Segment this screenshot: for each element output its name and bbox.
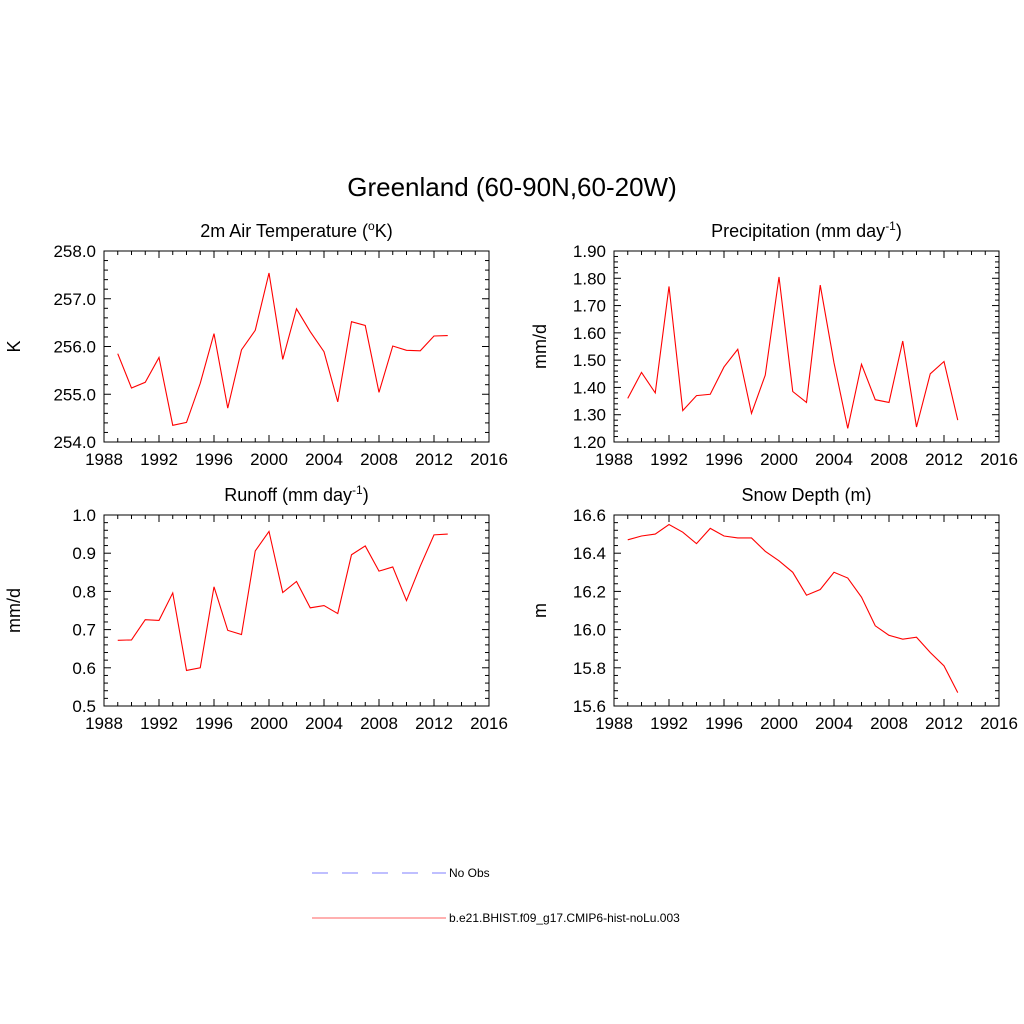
y-tick-label: 16.2 <box>573 582 606 601</box>
series-line <box>117 530 448 672</box>
x-tick-label: 2012 <box>925 450 963 469</box>
chart-panel-4: Snow Depth (m) m 1988 1992 1996 2000 2004 2008 2… <box>530 485 1018 733</box>
legend-entry-1: No Obs <box>312 866 490 880</box>
x-tick-label: 2004 <box>305 450 343 469</box>
series-line <box>117 272 448 426</box>
y-tick-label: 1.20 <box>573 433 606 452</box>
x-tick-label: 2004 <box>815 450 853 469</box>
legend-label: No Obs <box>449 866 490 880</box>
x-tick-label: 2000 <box>760 450 798 469</box>
legend-label: b.e21.BHIST.f09_g17.CMIP6-hist-noLu.003 <box>449 911 680 925</box>
axis-frame <box>613 514 1000 707</box>
x-tick-label: 1992 <box>650 714 688 733</box>
figure-title: Greenland (60-90N,60-20W) <box>347 172 677 202</box>
y-tick-label: 254.0 <box>53 433 96 452</box>
y-axis-label: K <box>4 340 24 352</box>
axis-frame <box>103 514 490 707</box>
y-axis-label: m <box>530 603 550 618</box>
chart-panel-3: Runoff (mm day-1) mm/d 1988 1992 1996 2000 200… <box>4 483 508 733</box>
x-tick-label: 2000 <box>760 714 798 733</box>
x-tick-label: 1988 <box>595 450 633 469</box>
y-tick-label: 16.0 <box>573 621 606 640</box>
y-tick-label: 1.80 <box>573 269 606 288</box>
series-line <box>627 523 959 693</box>
x-tick-label: 1992 <box>140 450 178 469</box>
x-tick-label: 2016 <box>470 450 508 469</box>
x-tick-label: 1992 <box>650 450 688 469</box>
series-line <box>627 276 959 429</box>
y-tick-label: 255.0 <box>53 385 96 404</box>
panel-title: Runoff (mm day-1) <box>224 483 368 505</box>
x-tick-label: 2004 <box>815 714 853 733</box>
x-tick-label: 2008 <box>870 450 908 469</box>
y-tick-label: 1.0 <box>72 506 96 525</box>
x-tick-label: 1996 <box>195 450 233 469</box>
x-tick-label: 2004 <box>305 714 343 733</box>
panel-title: Precipitation (mm day-1) <box>711 219 902 241</box>
y-axis-label: mm/d <box>4 588 24 633</box>
y-tick-label: 1.70 <box>573 297 606 316</box>
panel-title: Snow Depth (m) <box>741 485 871 505</box>
y-tick-label: 15.8 <box>573 659 606 678</box>
y-axis-label: mm/d <box>530 324 550 369</box>
x-tick-label: 1988 <box>595 714 633 733</box>
y-tick-label: 0.7 <box>72 621 96 640</box>
x-tick-label: 1988 <box>85 450 123 469</box>
x-tick-label: 1988 <box>85 714 123 733</box>
y-tick-label: 1.50 <box>573 351 606 370</box>
x-tick-label: 1996 <box>195 714 233 733</box>
y-tick-label: 1.30 <box>573 406 606 425</box>
y-tick-label: 15.6 <box>573 697 606 716</box>
x-tick-label: 1992 <box>140 714 178 733</box>
y-tick-label: 1.90 <box>573 242 606 261</box>
x-tick-label: 1996 <box>705 450 743 469</box>
panel-title: 2m Air Temperature (oK) <box>200 219 392 241</box>
x-tick-label: 2012 <box>415 450 453 469</box>
x-tick-label: 2008 <box>360 714 398 733</box>
x-tick-label: 2008 <box>360 450 398 469</box>
x-tick-label: 2000 <box>250 450 288 469</box>
x-tick-label: 2012 <box>925 714 963 733</box>
chart-panel-2: Precipitation (mm day-1) mm/d 1988 1992 1996… <box>530 219 1018 469</box>
legend-entry-2: b.e21.BHIST.f09_g17.CMIP6-hist-noLu.003 <box>312 911 680 925</box>
y-tick-label: 1.60 <box>573 324 606 343</box>
y-tick-label: 256.0 <box>53 338 96 357</box>
axis-frame <box>613 250 1000 443</box>
y-tick-label: 0.9 <box>72 544 96 563</box>
y-tick-label: 16.4 <box>573 544 606 563</box>
x-tick-label: 2000 <box>250 714 288 733</box>
y-tick-label: 1.40 <box>573 378 606 397</box>
x-tick-label: 1996 <box>705 714 743 733</box>
y-tick-label: 0.5 <box>72 697 96 716</box>
x-tick-label: 2012 <box>415 714 453 733</box>
axis-frame <box>103 250 490 443</box>
legend: No Obs b.e21.BHIST.f09_g17.CMIP6-hist-noL… <box>312 866 680 925</box>
x-tick-label: 2008 <box>870 714 908 733</box>
x-tick-label: 2016 <box>980 714 1018 733</box>
x-tick-label: 2016 <box>470 714 508 733</box>
y-tick-label: 0.8 <box>72 582 96 601</box>
chart-panel-1: 2m Air Temperature (oK) K 1988 1992 1996 2000… <box>4 219 508 469</box>
x-tick-label: 2016 <box>980 450 1018 469</box>
y-tick-label: 0.6 <box>72 659 96 678</box>
y-tick-label: 257.0 <box>53 290 96 309</box>
y-tick-label: 258.0 <box>53 242 96 261</box>
panels: 2m Air Temperature (oK) K 1988 1992 1996 2000… <box>4 219 1018 733</box>
y-tick-label: 16.6 <box>573 506 606 525</box>
